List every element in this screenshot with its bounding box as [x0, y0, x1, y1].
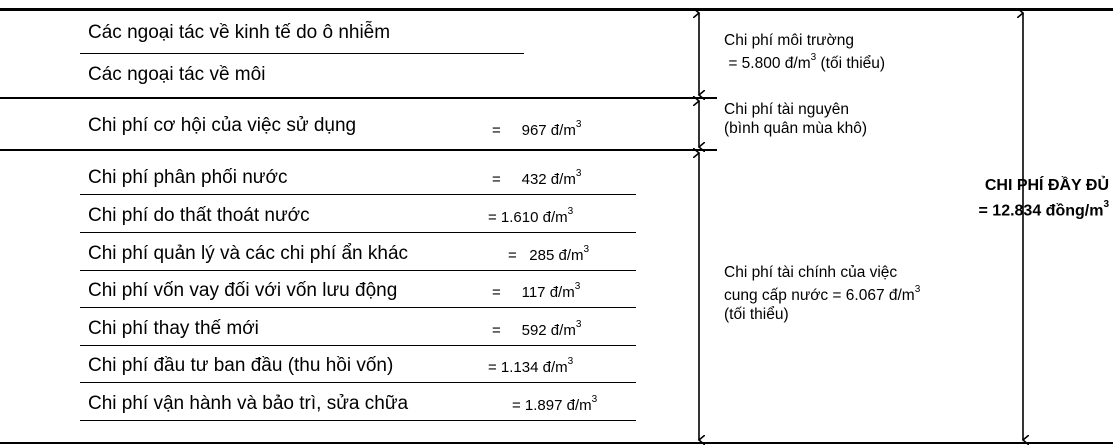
- row-label: Chi phí đầu tư ban đầu (thu hồi vốn): [88, 355, 394, 376]
- row-divider: [80, 420, 636, 421]
- row-value: = 967 đ/m3: [492, 119, 582, 139]
- resource-cost-note: Chi phí tài nguyên (bình quân mùa khô): [724, 101, 868, 137]
- row-label: Chi phí quản lý và các chi phí ẩn khác: [88, 243, 409, 264]
- row-divider: [80, 194, 636, 195]
- row-value: = 1.897 đ/m3: [512, 394, 598, 414]
- row-divider: [80, 307, 636, 308]
- environment-cost-note: Chi phí môi trường = 5.800 đ/m3 (tối thi…: [724, 32, 886, 73]
- section-divider-resource: [0, 149, 717, 151]
- row-value: = 1.134 đ/m3: [488, 356, 574, 376]
- row-divider: [80, 232, 636, 233]
- row-value: = 592 đ/m3: [492, 319, 582, 339]
- row-label: Chi phí cơ hội của việc sử dụng: [88, 115, 357, 136]
- row-label: Chi phí thay thế mới: [88, 318, 259, 339]
- row-label: Chi phí vốn vay đối với vốn lưu động: [88, 280, 398, 301]
- row-label: Các ngoại tác về kinh tế do ô nhiễm: [88, 22, 391, 43]
- row-divider: [80, 345, 636, 346]
- row-label: Chi phí do thất thoát nước: [88, 205, 310, 226]
- row-divider: [80, 270, 636, 271]
- row-value: = 117 đ/m3: [492, 281, 581, 301]
- row-value: = 1.610 đ/m3: [488, 206, 574, 226]
- row-value: = 285 đ/m3: [508, 244, 590, 264]
- financial-cost-note: Chi phí tài chính của việc cung cấp nước…: [724, 264, 921, 324]
- row-divider: [80, 382, 636, 383]
- row-label: Chi phí vận hành và bảo trì, sửa chữa: [88, 393, 409, 414]
- row-label: Chi phí phân phối nước: [88, 167, 288, 188]
- bottom-rule: [0, 442, 1113, 444]
- row-divider: [80, 53, 524, 54]
- row-value: = 432 đ/m3: [492, 168, 582, 188]
- top-rule: [0, 8, 1113, 11]
- row-label: Các ngoại tác về môi: [88, 64, 266, 85]
- full-cost-total: CHI PHÍ ĐẦY ĐỦ = 12.834 đồng/m3: [978, 177, 1110, 220]
- section-divider-environment: [0, 97, 717, 99]
